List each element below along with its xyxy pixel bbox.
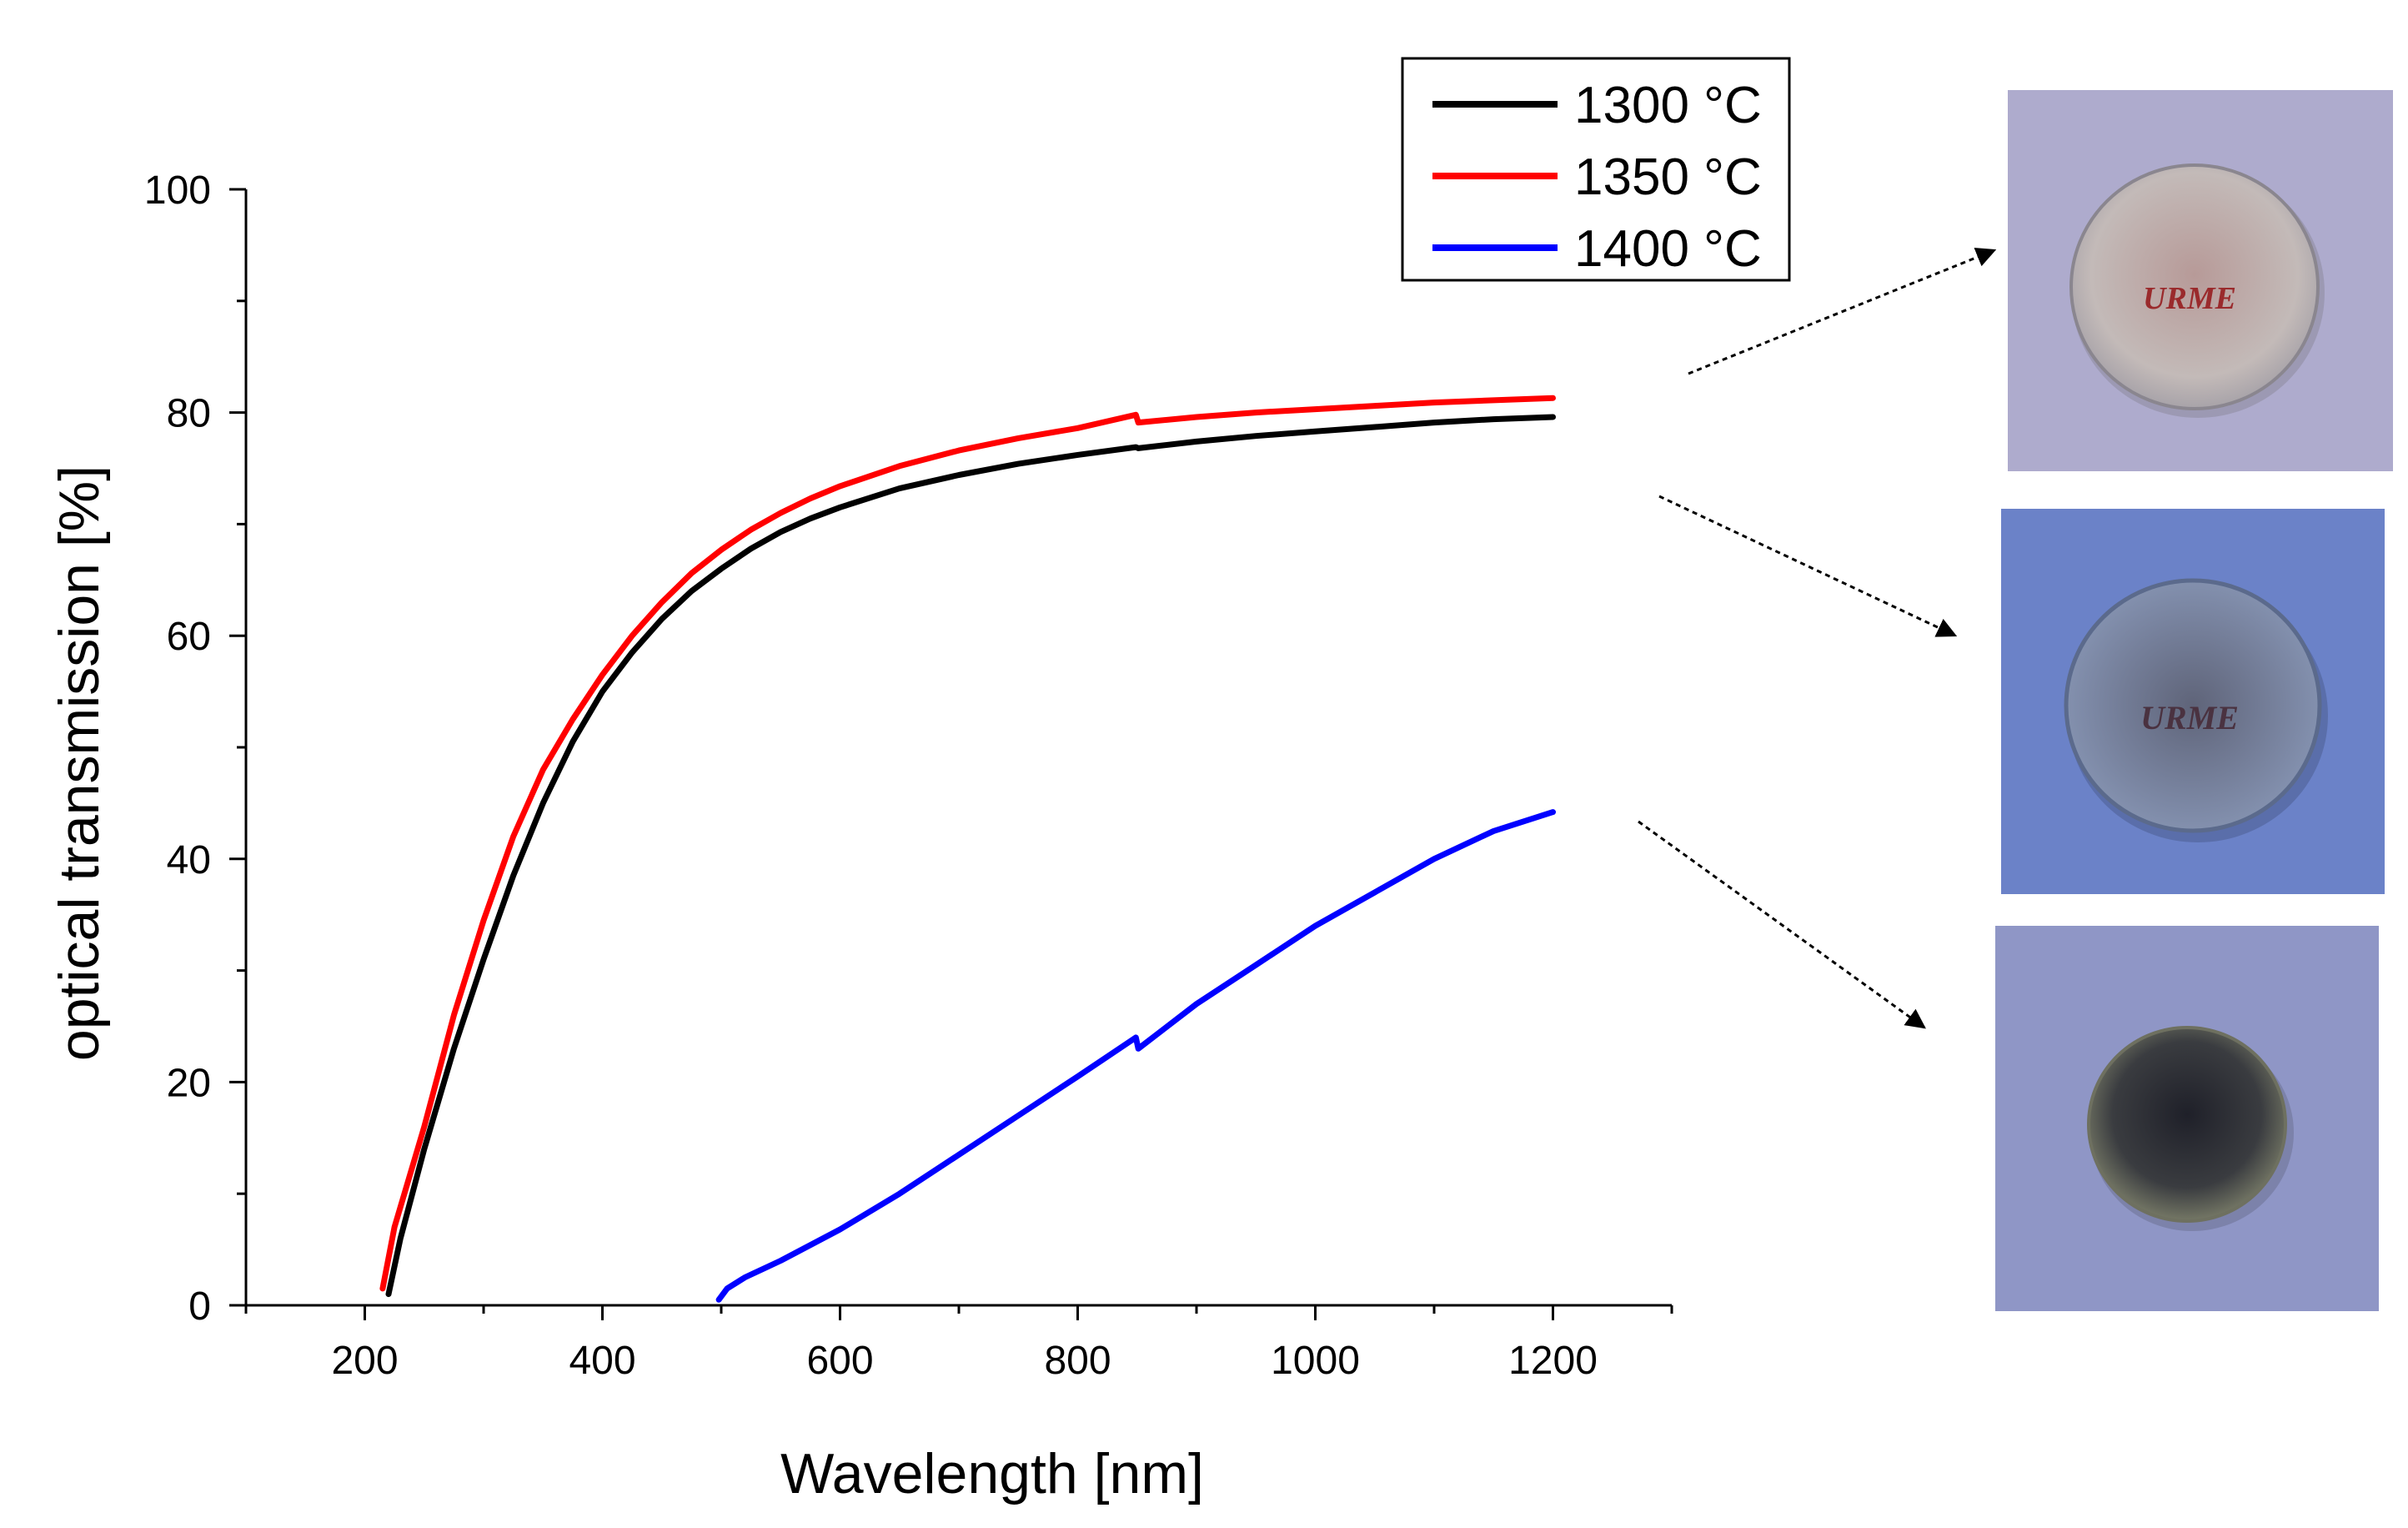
legend-label: 1300 °C xyxy=(1574,77,1762,134)
x-tick-label: 200 xyxy=(331,1339,398,1383)
y-tick-label: 80 xyxy=(167,392,211,436)
series-line-1400 xyxy=(715,809,1556,1303)
y-tick-label: 20 xyxy=(167,1061,211,1105)
arrows xyxy=(1638,247,1997,1029)
x-ticks: 200 400 600 800 1000 1200 xyxy=(244,1305,1673,1383)
legend: 1300 °C 1350 °C 1400 °C xyxy=(1401,57,1791,282)
series-layer xyxy=(379,395,1556,1303)
series-line-1300 xyxy=(385,414,1556,1298)
sample-label-1350: URME xyxy=(2140,699,2239,736)
y-axis-label: optical transmission [%] xyxy=(48,465,111,1061)
x-tick-label: 400 xyxy=(569,1339,635,1383)
sample-photo-1300: URME xyxy=(2008,90,2393,471)
series-line-1350 xyxy=(379,395,1556,1292)
y-tick-label: 100 xyxy=(144,168,211,213)
sample-photo-1350: URME xyxy=(2001,509,2385,894)
x-tick-label: 1200 xyxy=(1508,1339,1598,1383)
x-tick-label: 800 xyxy=(1044,1339,1111,1383)
arrow-to-sample-1350 xyxy=(1658,495,1958,637)
arrow-to-sample-1400 xyxy=(1638,820,1926,1029)
y-tick-label: 60 xyxy=(167,615,211,659)
y-tick-label: 40 xyxy=(167,838,211,882)
y-tick-label: 0 xyxy=(188,1284,211,1329)
legend-box xyxy=(1401,57,1791,282)
x-tick-label: 600 xyxy=(806,1339,873,1383)
x-axis-label: Wavelength [nm] xyxy=(780,1442,1204,1505)
sample-label-1300: URME xyxy=(2143,281,2236,316)
legend-label: 1350 °C xyxy=(1574,148,1762,206)
sample-photo-1400 xyxy=(1995,926,2379,1311)
y-ticks: 0 20 40 60 80 100 xyxy=(144,168,246,1329)
axes xyxy=(244,189,1672,1307)
legend-label: 1400 °C xyxy=(1574,220,1762,278)
x-tick-label: 1000 xyxy=(1271,1339,1360,1383)
